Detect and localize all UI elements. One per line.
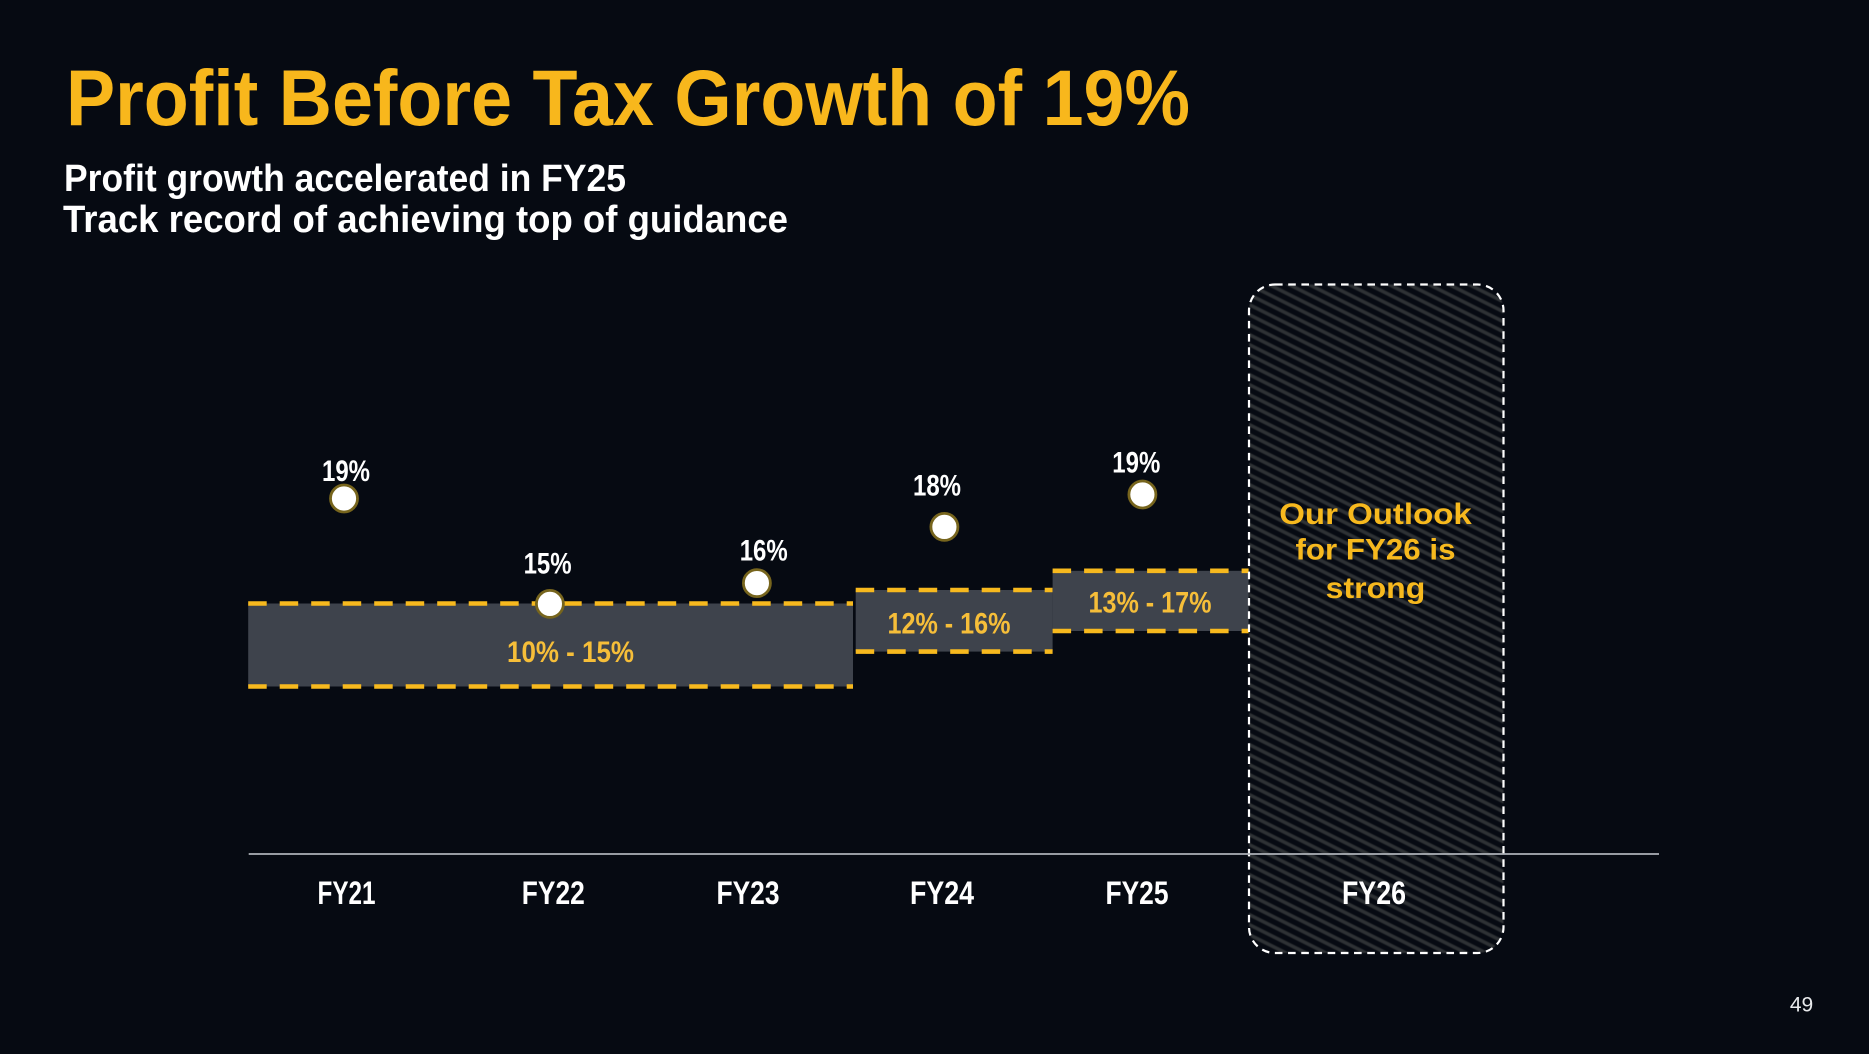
svg-text:Profit growth accelerated in F: Profit growth accelerated in FY25 [64,158,626,200]
svg-text:FY23: FY23 [717,875,780,911]
svg-text:FY21: FY21 [318,875,376,911]
svg-text:FY22: FY22 [522,875,585,911]
svg-text:12% - 16%: 12% - 16% [888,608,1011,641]
svg-text:Our Outlook: Our Outlook [1279,498,1472,531]
svg-text:Profit Before Tax Growth of 19: Profit Before Tax Growth of 19% [66,53,1190,142]
svg-text:Track record of achieving top: Track record of achieving top of guidanc… [63,199,788,241]
svg-text:10% - 15%: 10% - 15% [507,636,634,669]
svg-text:13% - 17%: 13% - 17% [1089,587,1212,620]
svg-text:strong: strong [1326,572,1426,605]
svg-text:49: 49 [1790,994,1813,1017]
svg-text:FY25: FY25 [1106,875,1169,911]
svg-text:19%: 19% [322,455,370,488]
svg-text:15%: 15% [524,547,572,580]
svg-text:FY24: FY24 [910,875,974,911]
svg-text:18%: 18% [913,470,961,503]
svg-text:FY26: FY26 [1342,875,1406,911]
svg-text:19%: 19% [1112,446,1160,479]
svg-text:for FY26 is: for FY26 is [1296,534,1456,567]
svg-text:16%: 16% [740,534,788,567]
